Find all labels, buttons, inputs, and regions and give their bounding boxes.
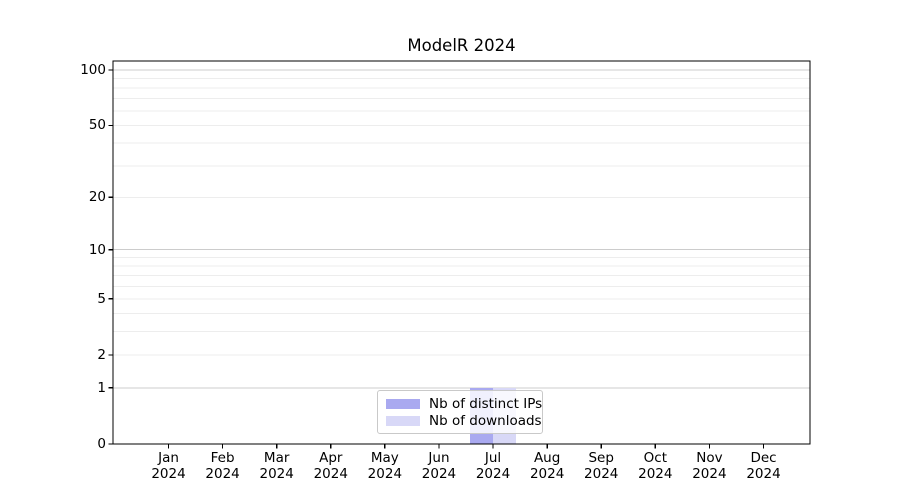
- x-tick-year: 2024: [421, 465, 457, 482]
- x-tick-year: 2024: [638, 465, 673, 482]
- x-tick-year: 2024: [151, 465, 186, 482]
- legend-item-downloads: Nb of downloads: [386, 413, 542, 429]
- x-tick-month: Dec: [750, 450, 777, 466]
- x-tick-label-apr-2024: Apr 2024: [301, 450, 361, 482]
- x-tick-year: 2024: [475, 465, 511, 482]
- legend-swatch-downloads-icon: [386, 416, 420, 426]
- x-tick-label-sep-2024: Sep 2024: [571, 450, 631, 482]
- x-tick-month: Apr: [319, 450, 343, 466]
- x-tick-label-may-2024: May 2024: [355, 450, 415, 482]
- y-tick-label-100: 100: [80, 62, 106, 79]
- x-tick-year: 2024: [259, 465, 294, 482]
- legend: Nb of distinct IPs Nb of downloads: [377, 390, 543, 434]
- x-tick-year: 2024: [205, 465, 240, 482]
- y-tick-label-0: 0: [97, 436, 106, 452]
- x-tick-label-jan-2024: Jan 2024: [139, 450, 199, 482]
- legend-label-distinct-ips: Nb of distinct IPs: [429, 396, 543, 412]
- x-tick-label-dec-2024: Dec 2024: [734, 450, 794, 482]
- x-tick-year: 2024: [584, 465, 619, 482]
- x-tick-month: Aug: [533, 450, 561, 466]
- x-tick-year: 2024: [313, 465, 348, 482]
- x-tick-month: Sep: [588, 450, 614, 466]
- x-tick-label-oct-2024: Oct 2024: [625, 450, 685, 482]
- y-tick-label-20: 20: [88, 189, 106, 206]
- x-tick-label-aug-2024: Aug 2024: [517, 450, 577, 482]
- y-tick-label-10: 10: [88, 241, 106, 258]
- legend-swatch-distinct-ips-icon: [386, 399, 420, 409]
- x-tick-label-jun-2024: Jun 2024: [409, 450, 469, 482]
- x-tick-month: May: [370, 450, 399, 466]
- x-tick-year: 2024: [367, 465, 403, 482]
- x-tick-label-feb-2024: Feb 2024: [193, 450, 253, 482]
- x-tick-year: 2024: [746, 465, 781, 482]
- x-tick-month: Feb: [210, 450, 235, 466]
- x-tick-month: Jan: [158, 450, 179, 466]
- x-tick-month: Jul: [484, 450, 502, 466]
- x-tick-label-jul-2024: Jul 2024: [463, 450, 523, 482]
- x-tick-year: 2024: [529, 465, 565, 482]
- y-tick-label-1: 1: [97, 379, 106, 396]
- x-tick-label-mar-2024: Mar 2024: [247, 450, 307, 482]
- y-tick-label-50: 50: [88, 117, 106, 134]
- legend-item-distinct-ips: Nb of distinct IPs: [386, 396, 542, 412]
- x-tick-label-nov-2024: Nov 2024: [679, 450, 739, 482]
- x-tick-month: Mar: [263, 450, 290, 466]
- plot-spines: [112, 60, 811, 445]
- x-tick-year: 2024: [692, 465, 727, 482]
- chart-title: ModelR 2024: [407, 36, 516, 55]
- x-tick-month: Oct: [643, 450, 667, 466]
- y-tick-label-5: 5: [97, 290, 106, 307]
- x-tick-month: Nov: [696, 450, 723, 466]
- y-tick-label-2: 2: [97, 346, 106, 363]
- legend-label-downloads: Nb of downloads: [429, 413, 542, 429]
- x-tick-month: Jun: [428, 450, 450, 466]
